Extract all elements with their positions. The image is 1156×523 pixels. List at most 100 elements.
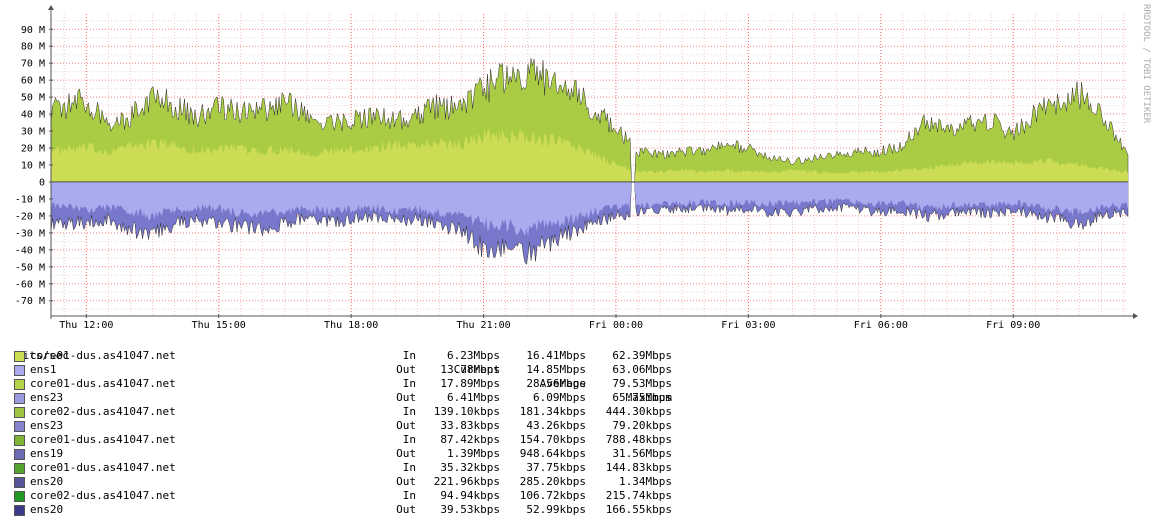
x-tick-label: Fri 09:00 — [986, 320, 1040, 331]
legend-current: 35.32kbps — [440, 461, 500, 474]
legend-maximum: 215.74kbps — [605, 489, 672, 502]
legend-current: 39.53kbps — [440, 503, 500, 516]
legend-direction: In — [402, 349, 416, 362]
legend-header-average: Average — [539, 377, 586, 390]
legend-direction: Out — [396, 475, 416, 488]
legend-average: 14.85Mbps — [526, 363, 586, 376]
y-tick-label: -50 M — [15, 262, 45, 273]
vertical-watermark-label: RRDTOOL / TOBI OETIKER — [1141, 4, 1151, 124]
legend-current: 87.42kbps — [440, 433, 500, 446]
legend-average: 285.20kbps — [519, 475, 586, 488]
legend-maximum: 65.75Mbps — [612, 391, 672, 404]
y-tick-label: -60 M — [15, 279, 45, 290]
y-tick-label: -40 M — [15, 245, 45, 256]
legend-maximum: 79.20kbps — [612, 419, 672, 432]
legend-header-current: Current — [453, 363, 500, 376]
legend-direction: Out — [396, 391, 416, 404]
legend-average: 52.99kbps — [526, 503, 586, 516]
legend-row: core01-dus.as41047.net In 35.32kbps 37.75kb… — [14, 461, 672, 475]
x-tick-label: Fri 06:00 — [854, 320, 908, 331]
legend-series-name: ens1 — [30, 363, 57, 376]
legend-swatch — [14, 435, 25, 446]
x-tick-label: Fri 03:00 — [721, 320, 775, 331]
x-tick-label: Thu 12:00 — [59, 320, 113, 331]
x-tick-label: Thu 18:00 — [324, 320, 378, 331]
legend: Bits/sec Current Average Maximum core01-… — [14, 335, 672, 517]
series-area — [51, 127, 1128, 182]
legend-swatch — [14, 393, 25, 404]
y-tick-label: 0 — [39, 177, 45, 188]
y-tick-label: 60 M — [21, 76, 45, 87]
legend-row: ens20 Out 39.53kbps 52.99kbps 166.55kbps — [14, 503, 672, 517]
legend-row: core01-dus.as41047.net In 87.42kbps 154.70k… — [14, 433, 672, 447]
legend-swatch — [14, 379, 25, 390]
legend-rows: core01-dus.as41047.net In 6.23Mbps 16.41Mbp… — [14, 349, 672, 517]
x-axis-arrow — [1133, 313, 1138, 319]
legend-unit: Bits/sec — [16, 349, 69, 362]
legend-swatch — [14, 491, 25, 502]
y-tick-label: 20 M — [21, 144, 45, 155]
legend-swatch — [14, 421, 25, 432]
legend-maximum: 31.56Mbps — [612, 447, 672, 460]
legend-row: ens20 Out 221.96kbps 285.20kbps 1.34Mbps — [14, 475, 672, 489]
legend-row: core01-dus.as41047.net In 6.23Mbps 16.41Mbp… — [14, 349, 672, 363]
legend-series-name: ens20 — [30, 503, 64, 516]
legend-maximum: 166.55kbps — [605, 503, 672, 516]
legend-maximum: 788.48kbps — [605, 433, 672, 446]
x-axis-ticks: Thu 12:00 Thu 15:00 Thu 18:00 Thu 21:00 Fri … — [59, 314, 1040, 331]
legend-row: core02-dus.as41047.net In 94.94kbps 106.72k… — [14, 489, 672, 503]
y-tick-label: -10 M — [15, 194, 45, 205]
legend-swatch — [14, 505, 25, 516]
y-tick-label: -30 M — [15, 228, 45, 239]
y-tick-label: -20 M — [15, 211, 45, 222]
legend-series-name: core01-dus.as41047.net — [30, 349, 176, 362]
legend-row: ens1 Out 13.78Mbps 14.85Mbps 63.06Mbps — [14, 363, 672, 377]
legend-current: 221.96kbps — [433, 475, 500, 488]
legend-header-maximum: Maximum — [625, 391, 672, 404]
legend-direction: Out — [396, 503, 416, 516]
series-area — [50, 58, 1129, 183]
legend-average: 6.09Mbps — [533, 391, 586, 404]
legend-current: 94.94kbps — [440, 489, 500, 502]
legend-maximum: 444.30kbps — [605, 405, 672, 418]
legend-row: ens19 Out 1.39Mbps 948.64kbps 31.56Mbps — [14, 447, 672, 461]
legend-series-name: core01-dus.as41047.net — [30, 461, 176, 474]
legend-maximum: 79.53Mbps — [612, 377, 672, 390]
legend-direction: In — [402, 489, 416, 502]
legend-current: 6.41Mbps — [447, 391, 500, 404]
legend-series-name: ens20 — [30, 475, 64, 488]
legend-swatch — [14, 365, 25, 376]
legend-current: 13.78Mbps — [440, 363, 500, 376]
legend-average: 28.56Mbps — [526, 377, 586, 390]
legend-series-name: ens19 — [30, 447, 64, 460]
y-tick-label: 70 M — [21, 59, 45, 70]
legend-average: 37.75kbps — [526, 461, 586, 474]
legend-direction: In — [402, 433, 416, 446]
legend-series-name: core01-dus.as41047.net — [30, 433, 176, 446]
x-tick-label: Thu 21:00 — [456, 320, 510, 331]
legend-row: core02-dus.as41047.net In 139.10kbps 181.34… — [14, 405, 672, 419]
y-axis-arrow — [48, 5, 54, 10]
legend-direction: In — [402, 405, 416, 418]
legend-maximum: 62.39Mbps — [612, 349, 672, 362]
y-tick-label: 10 M — [21, 161, 45, 172]
x-tick-label: Thu 15:00 — [192, 320, 246, 331]
legend-row: core01-dus.as41047.net In 17.89Mbps 28.56Mb… — [14, 377, 672, 391]
legend-maximum: 63.06Mbps — [612, 363, 672, 376]
legend-direction: In — [402, 377, 416, 390]
x-tick-label: Fri 00:00 — [589, 320, 643, 331]
y-tick-label: -70 M — [15, 296, 45, 307]
legend-direction: Out — [396, 447, 416, 460]
legend-maximum: 144.83kbps — [605, 461, 672, 474]
legend-current: 1.39Mbps — [447, 447, 500, 460]
legend-series-name: ens23 — [30, 391, 64, 404]
legend-average: 43.26kbps — [526, 419, 586, 432]
y-tick-label: 50 M — [21, 93, 45, 104]
legend-average: 106.72kbps — [519, 489, 586, 502]
legend-average: 181.34kbps — [519, 405, 586, 418]
legend-current: 6.23Mbps — [447, 349, 500, 362]
series-areas — [50, 58, 1129, 265]
y-tick-label: 30 M — [21, 127, 45, 138]
series-area — [51, 181, 1128, 237]
legend-maximum: 1.34Mbps — [619, 475, 672, 488]
